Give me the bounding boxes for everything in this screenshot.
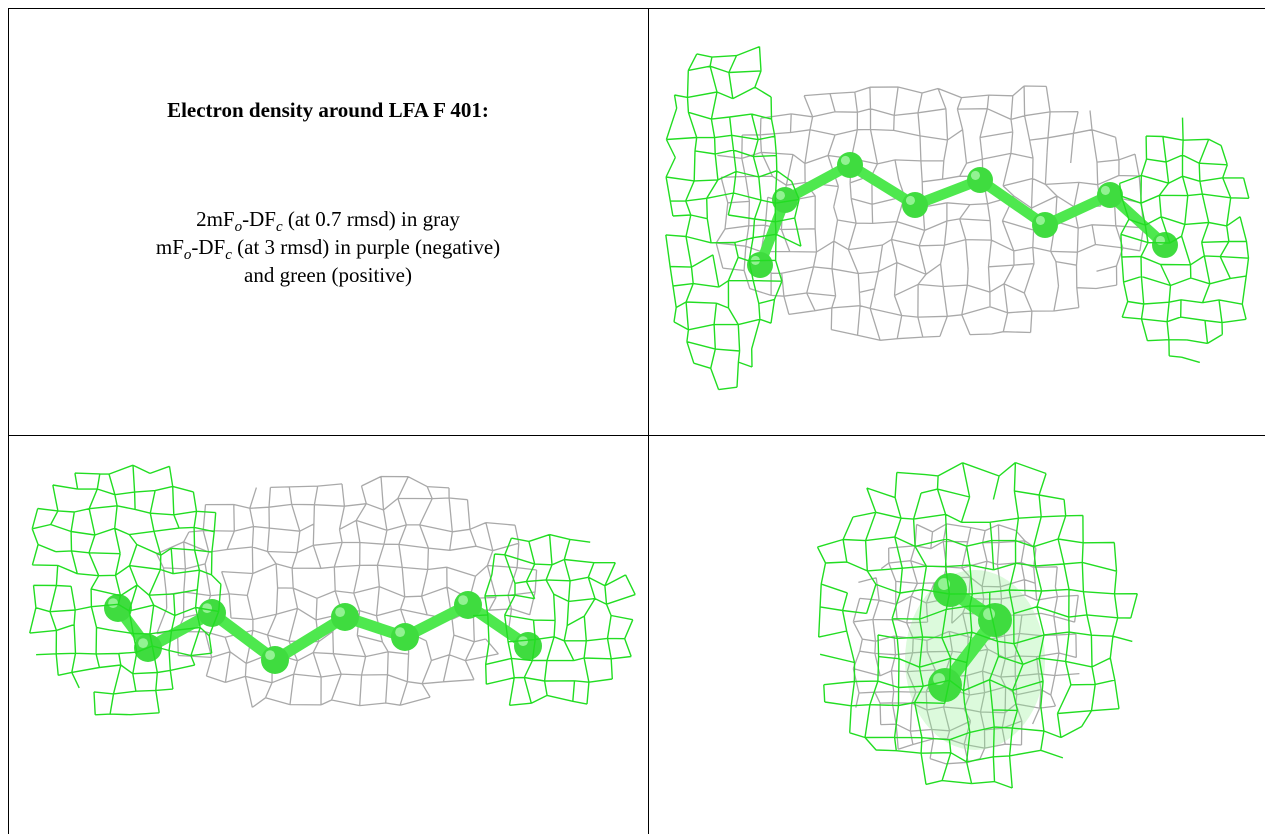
atom-highlight	[906, 196, 915, 205]
atom	[391, 623, 419, 651]
text: (at 0.7 rmsd) in gray	[283, 207, 460, 231]
atom-highlight	[202, 603, 212, 613]
translucent-blob	[905, 570, 1045, 750]
subscript: c	[225, 247, 232, 263]
atom	[261, 646, 289, 674]
figure-table	[0, 0, 1273, 834]
atom-highlight	[1156, 236, 1165, 245]
atom	[104, 594, 132, 622]
atom	[1097, 182, 1123, 208]
atom-highlight	[138, 638, 148, 648]
text: -DF	[242, 207, 276, 231]
atom-highlight	[983, 608, 995, 620]
page: {"panel": { "title": "Electron density a…	[0, 0, 1273, 834]
text: 2mF	[196, 207, 235, 231]
mesh	[30, 465, 221, 715]
mesh	[157, 477, 537, 708]
caption-line: mFo-DFc (at 3 rmsd) in purple (negative)	[8, 233, 648, 261]
atom-highlight	[1036, 216, 1045, 225]
atom	[967, 167, 993, 193]
text: (at 3 rmsd) in purple (negative)	[232, 235, 500, 259]
caption-line: and green (positive)	[8, 261, 648, 289]
atom	[1032, 212, 1058, 238]
text: -DF	[191, 235, 225, 259]
atom	[902, 192, 928, 218]
density-renders	[30, 47, 1249, 788]
atom	[837, 152, 863, 178]
atom	[933, 573, 967, 607]
atom-highlight	[971, 171, 980, 180]
atom	[331, 603, 359, 631]
atom-highlight	[335, 607, 345, 617]
atom-highlight	[458, 595, 468, 605]
caption-line: 2mFo-DFc (at 0.7 rmsd) in gray	[8, 205, 648, 233]
panel-title: Electron density around LFA F 401:	[8, 96, 648, 124]
atom-highlight	[108, 598, 118, 608]
atom-highlight	[265, 650, 275, 660]
atom-highlight	[1101, 186, 1110, 195]
atom	[198, 599, 226, 627]
caption: 2mFo-DFc (at 0.7 rmsd) in gray mFo-DFc (…	[8, 205, 648, 289]
table-borders	[8, 8, 1265, 834]
text: mF	[156, 235, 184, 259]
atom	[1152, 232, 1178, 258]
atom	[514, 632, 542, 660]
mesh	[1120, 118, 1249, 363]
atom-highlight	[841, 156, 850, 165]
atom-highlight	[395, 627, 405, 637]
atom	[747, 252, 773, 278]
atom-highlight	[776, 191, 785, 200]
